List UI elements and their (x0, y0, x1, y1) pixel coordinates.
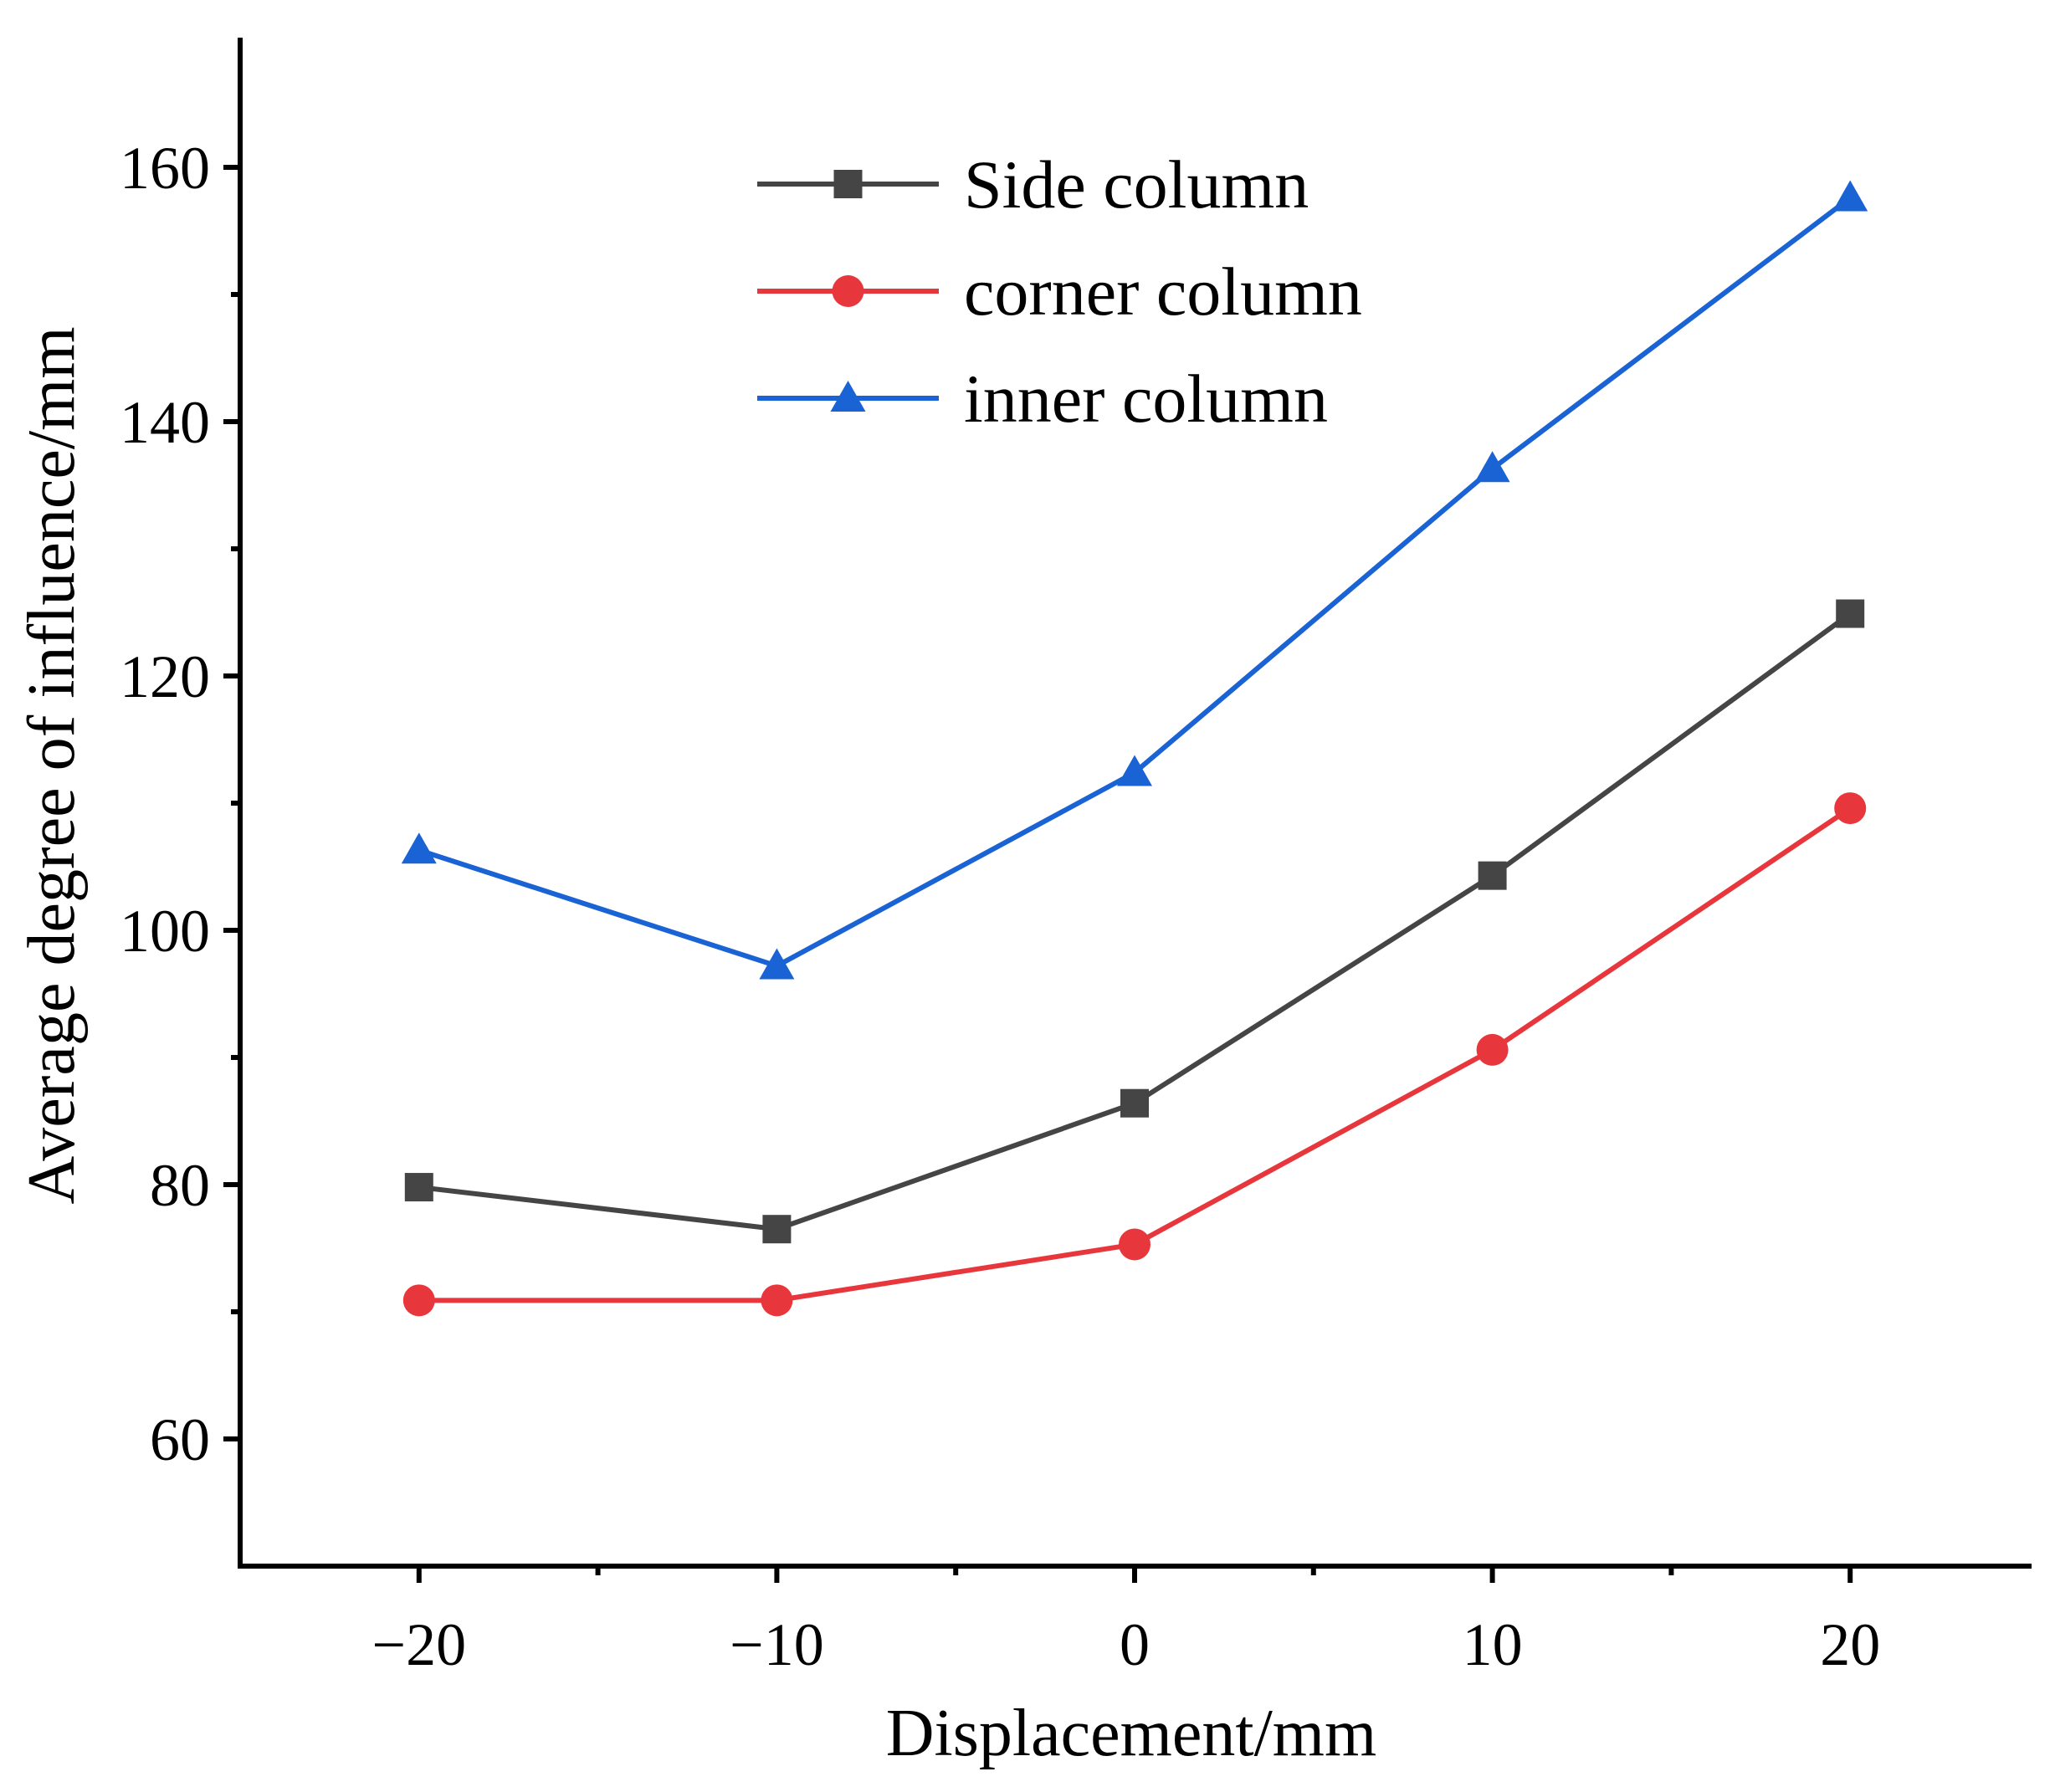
x-axis-title: Displacement/mm (886, 1697, 1377, 1770)
series-layer (401, 180, 1868, 1317)
legend-label: corner column (964, 253, 1362, 330)
side-column-point (404, 1173, 433, 1202)
legend-swatch-marker (833, 170, 863, 198)
y-tick-label: 160 (120, 135, 210, 202)
legend-item-side-column: Side column (757, 146, 1309, 223)
y-tick-label: 140 (120, 389, 210, 456)
side-column-point (762, 1215, 792, 1244)
legend-label: Side column (964, 146, 1309, 223)
legend: Side column corner column inner column (757, 146, 1362, 437)
y-tick-label: 80 (150, 1152, 210, 1219)
inner-column-point (1474, 451, 1510, 483)
corner-column-point (1476, 1033, 1509, 1066)
x-tick-label: 20 (1820, 1611, 1880, 1678)
corner-column-point (761, 1284, 793, 1317)
side-column-point (1836, 599, 1865, 628)
axis-ticks: −20 −10 0 10 20 60 80 100 120 140 160 (120, 135, 1880, 1678)
corner-column-point (1119, 1228, 1150, 1261)
inner-column-point (1117, 755, 1152, 786)
series-side-column (404, 599, 1865, 1244)
side-column-point (1478, 861, 1507, 890)
corner-column-line (418, 806, 1852, 1303)
legend-item-corner-column: corner column (757, 253, 1362, 330)
y-tick-label: 60 (150, 1406, 210, 1473)
inner-column-point (759, 948, 795, 980)
legend-label: inner column (964, 361, 1328, 437)
x-tick-label: −20 (372, 1611, 466, 1678)
inner-column-point (1832, 180, 1868, 212)
x-tick-label: 10 (1463, 1611, 1523, 1678)
series-inner-column (401, 180, 1868, 980)
series-corner-column (402, 792, 1867, 1317)
corner-column-point (1834, 792, 1867, 825)
y-axis-title: Average degree of influence/mm (15, 326, 89, 1204)
y-tick-label: 100 (120, 898, 210, 965)
legend-item-inner-column: inner column (757, 361, 1328, 437)
legend-swatch-marker (830, 381, 866, 412)
x-tick-label: 0 (1120, 1611, 1150, 1678)
y-tick-label: 120 (120, 643, 210, 710)
legend-swatch-marker (832, 275, 864, 307)
inner-column-point (401, 832, 437, 864)
x-tick-label: −10 (730, 1611, 824, 1678)
side-column-point (1120, 1088, 1149, 1118)
corner-column-point (402, 1284, 435, 1317)
